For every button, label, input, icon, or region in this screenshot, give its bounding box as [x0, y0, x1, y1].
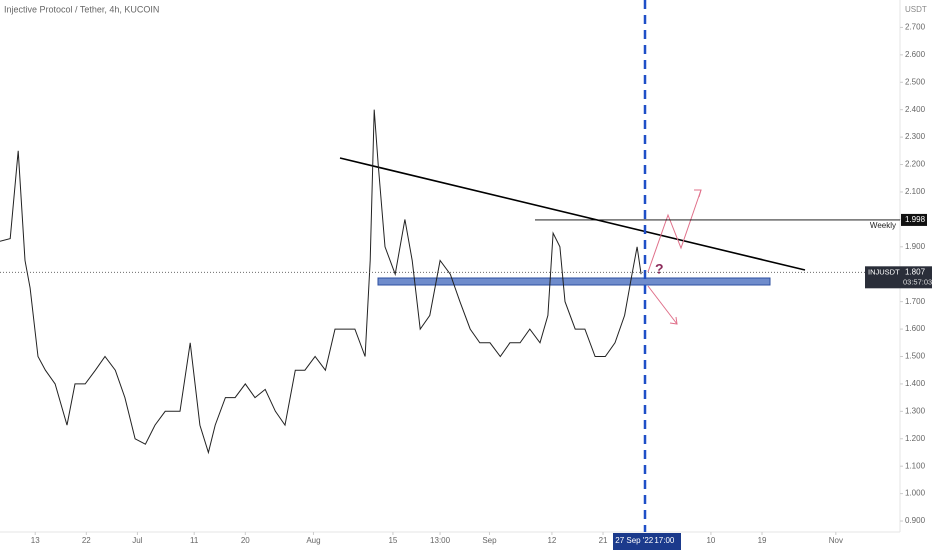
last-price-label: 1.807 — [905, 267, 926, 276]
y-tick-label: 2.300 — [905, 132, 926, 141]
x-tick-label: 12 — [547, 536, 556, 545]
x-tick-label: 15 — [388, 536, 397, 545]
last-price-box — [865, 266, 932, 289]
x-tick-label: 22 — [82, 536, 91, 545]
x-tick-label: 21 — [599, 536, 608, 545]
axis-unit: USDT — [905, 5, 927, 14]
x-tick-label: 27 Sep '22 — [615, 536, 654, 545]
y-tick-label: 0.900 — [905, 516, 926, 525]
y-tick-label: 2.200 — [905, 160, 926, 169]
arrow-head — [694, 189, 702, 198]
x-tick-label: 11 — [190, 536, 199, 545]
y-tick-label: 1.500 — [905, 352, 926, 361]
x-tick-label: Nov — [829, 536, 843, 545]
y-tick-label: 1.900 — [905, 242, 926, 251]
y-tick-label: 2.400 — [905, 105, 926, 114]
y-tick-label: 2.700 — [905, 23, 926, 32]
y-tick-label: 1.100 — [905, 461, 926, 470]
x-tick-label: 17:00 — [654, 536, 675, 545]
weekly-price-label: 1.998 — [905, 215, 926, 224]
y-tick-label: 1.000 — [905, 489, 926, 498]
x-tick-label: 19 — [758, 536, 767, 545]
x-tick-label: 20 — [241, 536, 250, 545]
countdown: 03:57:03 — [903, 277, 932, 286]
y-tick-label: 1.200 — [905, 434, 926, 443]
weekly-label: Weekly — [870, 221, 896, 230]
y-tick-label: 1.700 — [905, 297, 926, 306]
y-tick-label: 1.300 — [905, 406, 926, 415]
x-tick-label: Sep — [482, 536, 497, 545]
chart-title: Injective Protocol / Tether, 4h, KUCOIN — [4, 4, 159, 14]
y-tick-label: 1.400 — [905, 379, 926, 388]
x-tick-label: Aug — [306, 536, 320, 545]
support-zone — [377, 277, 771, 286]
x-tick-label: 10 — [706, 536, 715, 545]
x-tick-label: Jul — [132, 536, 142, 545]
question-mark: ? — [655, 261, 664, 277]
symbol-label: INJUSDT — [868, 267, 900, 276]
weekly-price-box — [901, 213, 927, 226]
time-marker-label-bg — [613, 533, 681, 550]
y-tick-label: 2.100 — [905, 187, 926, 196]
x-tick-label: 13 — [31, 536, 40, 545]
price-line — [0, 109, 642, 455]
y-tick-label: 1.600 — [905, 324, 926, 333]
bear-path — [647, 285, 678, 325]
arrow-head — [669, 316, 678, 325]
y-tick-label: 2.600 — [905, 50, 926, 59]
x-tick-label: 13:00 — [430, 536, 451, 545]
trendline — [339, 157, 806, 271]
bull-path — [647, 189, 702, 273]
y-tick-label: 2.500 — [905, 77, 926, 86]
